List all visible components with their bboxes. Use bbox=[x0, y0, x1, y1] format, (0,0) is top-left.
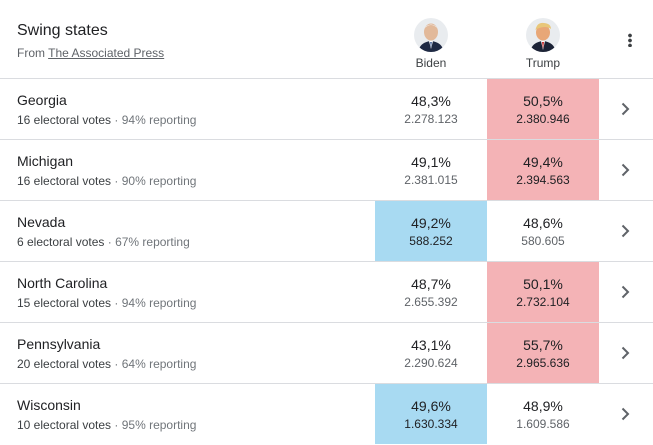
reporting: 67% reporting bbox=[115, 235, 190, 249]
biden-percent: 49,1% bbox=[411, 154, 451, 170]
candidate-name-trump: Trump bbox=[525, 56, 561, 70]
trump-votes: 580.605 bbox=[521, 234, 565, 248]
chevron-right-icon[interactable] bbox=[617, 284, 633, 300]
state-row-north-carolina[interactable]: North Carolina 15 electoral votes · 94% … bbox=[0, 262, 653, 323]
source-prefix: From bbox=[17, 46, 49, 60]
state-meta: 16 electoral votes · 94% reporting bbox=[17, 113, 196, 127]
biden-result: 43,1% 2.290.624 bbox=[375, 323, 487, 383]
card-title: Swing states bbox=[17, 22, 108, 39]
trump-percent: 50,1% bbox=[523, 276, 563, 292]
results-table: Georgia 16 electoral votes · 94% reporti… bbox=[0, 79, 653, 445]
state-name: Pennsylvania bbox=[17, 336, 101, 352]
trump-votes: 1.609.586 bbox=[516, 417, 570, 431]
chevron-right-icon[interactable] bbox=[617, 101, 633, 117]
source-link[interactable]: The Associated Press bbox=[48, 46, 165, 60]
chevron-right-icon[interactable] bbox=[617, 223, 633, 239]
state-name: Michigan bbox=[17, 153, 74, 169]
state-meta: 16 electoral votes · 90% reporting bbox=[17, 174, 196, 188]
state-row-pennsylvania[interactable]: Pennsylvania 20 electoral votes · 64% re… bbox=[0, 323, 653, 384]
electoral-votes: 10 electoral votes bbox=[17, 418, 112, 432]
biden-result: 49,6% 1.630.334 bbox=[375, 384, 487, 444]
reporting: 90% reporting bbox=[121, 174, 197, 188]
electoral-votes: 20 electoral votes bbox=[17, 357, 112, 371]
biden-result: 49,1% 2.381.015 bbox=[375, 140, 487, 200]
state-name: North Carolina bbox=[17, 275, 108, 291]
state-row-wisconsin[interactable]: Wisconsin 10 electoral votes · 95% repor… bbox=[0, 384, 653, 445]
trump-result: 50,1% 2.732.104 bbox=[487, 262, 599, 322]
meta-separator: · bbox=[111, 357, 122, 371]
trump-percent: 55,7% bbox=[523, 337, 563, 353]
trump-avatar bbox=[526, 18, 560, 52]
biden-votes: 2.655.392 bbox=[404, 295, 458, 309]
trump-result: 48,6% 580.605 bbox=[487, 201, 599, 261]
state-meta: 20 electoral votes · 64% reporting bbox=[17, 357, 196, 371]
state-meta: 6 electoral votes · 67% reporting bbox=[17, 235, 190, 249]
electoral-votes: 15 electoral votes bbox=[17, 296, 112, 310]
candidate-name-biden: Biden bbox=[415, 56, 447, 70]
biden-result: 48,3% 2.278.123 bbox=[375, 79, 487, 139]
electoral-votes: 6 electoral votes bbox=[17, 235, 105, 249]
biden-percent: 48,7% bbox=[411, 276, 451, 292]
trump-votes: 2.394.563 bbox=[516, 173, 570, 187]
biden-percent: 49,2% bbox=[411, 215, 451, 231]
biden-votes: 2.381.015 bbox=[404, 173, 458, 187]
biden-percent: 49,6% bbox=[411, 398, 451, 414]
biden-avatar bbox=[414, 18, 448, 52]
biden-votes: 1.630.334 bbox=[404, 417, 458, 431]
biden-percent: 43,1% bbox=[411, 337, 451, 353]
chevron-right-icon[interactable] bbox=[617, 406, 633, 422]
trump-votes: 2.965.636 bbox=[516, 356, 570, 370]
reporting: 64% reporting bbox=[121, 357, 197, 371]
electoral-votes: 16 electoral votes bbox=[17, 113, 112, 127]
state-row-nevada[interactable]: Nevada 6 electoral votes · 67% reporting… bbox=[0, 201, 653, 262]
source-line: From The Associated Press bbox=[17, 46, 164, 60]
trump-result: 50,5% 2.380.946 bbox=[487, 79, 599, 139]
card-header: Swing states From The Associated Press B… bbox=[0, 0, 653, 79]
trump-percent: 49,4% bbox=[523, 154, 563, 170]
state-name: Georgia bbox=[17, 92, 67, 108]
reporting: 94% reporting bbox=[121, 113, 197, 127]
biden-result: 49,2% 588.252 bbox=[375, 201, 487, 261]
state-meta: 10 electoral votes · 95% reporting bbox=[17, 418, 196, 432]
state-row-georgia[interactable]: Georgia 16 electoral votes · 94% reporti… bbox=[0, 79, 653, 140]
biden-percent: 48,3% bbox=[411, 93, 451, 109]
reporting: 95% reporting bbox=[121, 418, 197, 432]
biden-votes: 588.252 bbox=[409, 234, 453, 248]
biden-votes: 2.278.123 bbox=[404, 112, 458, 126]
meta-separator: · bbox=[111, 174, 122, 188]
state-name: Wisconsin bbox=[17, 397, 81, 413]
meta-separator: · bbox=[111, 113, 122, 127]
meta-separator: · bbox=[111, 296, 122, 310]
trump-result: 55,7% 2.965.636 bbox=[487, 323, 599, 383]
reporting: 94% reporting bbox=[121, 296, 197, 310]
meta-separator: · bbox=[104, 235, 116, 249]
trump-votes: 2.732.104 bbox=[516, 295, 570, 309]
trump-percent: 48,9% bbox=[523, 398, 563, 414]
state-row-michigan[interactable]: Michigan 16 electoral votes · 90% report… bbox=[0, 140, 653, 201]
more-options-icon[interactable] bbox=[620, 30, 640, 50]
state-name: Nevada bbox=[17, 214, 66, 230]
biden-result: 48,7% 2.655.392 bbox=[375, 262, 487, 322]
trump-result: 49,4% 2.394.563 bbox=[487, 140, 599, 200]
trump-percent: 50,5% bbox=[523, 93, 563, 109]
trump-result: 48,9% 1.609.586 bbox=[487, 384, 599, 444]
biden-votes: 2.290.624 bbox=[404, 356, 458, 370]
meta-separator: · bbox=[111, 418, 122, 432]
chevron-right-icon[interactable] bbox=[617, 162, 633, 178]
trump-percent: 48,6% bbox=[523, 215, 563, 231]
candidate-biden: Biden bbox=[375, 18, 487, 70]
trump-votes: 2.380.946 bbox=[516, 112, 570, 126]
state-meta: 15 electoral votes · 94% reporting bbox=[17, 296, 196, 310]
electoral-votes: 16 electoral votes bbox=[17, 174, 112, 188]
candidate-trump: Trump bbox=[487, 18, 599, 70]
chevron-right-icon[interactable] bbox=[617, 345, 633, 361]
